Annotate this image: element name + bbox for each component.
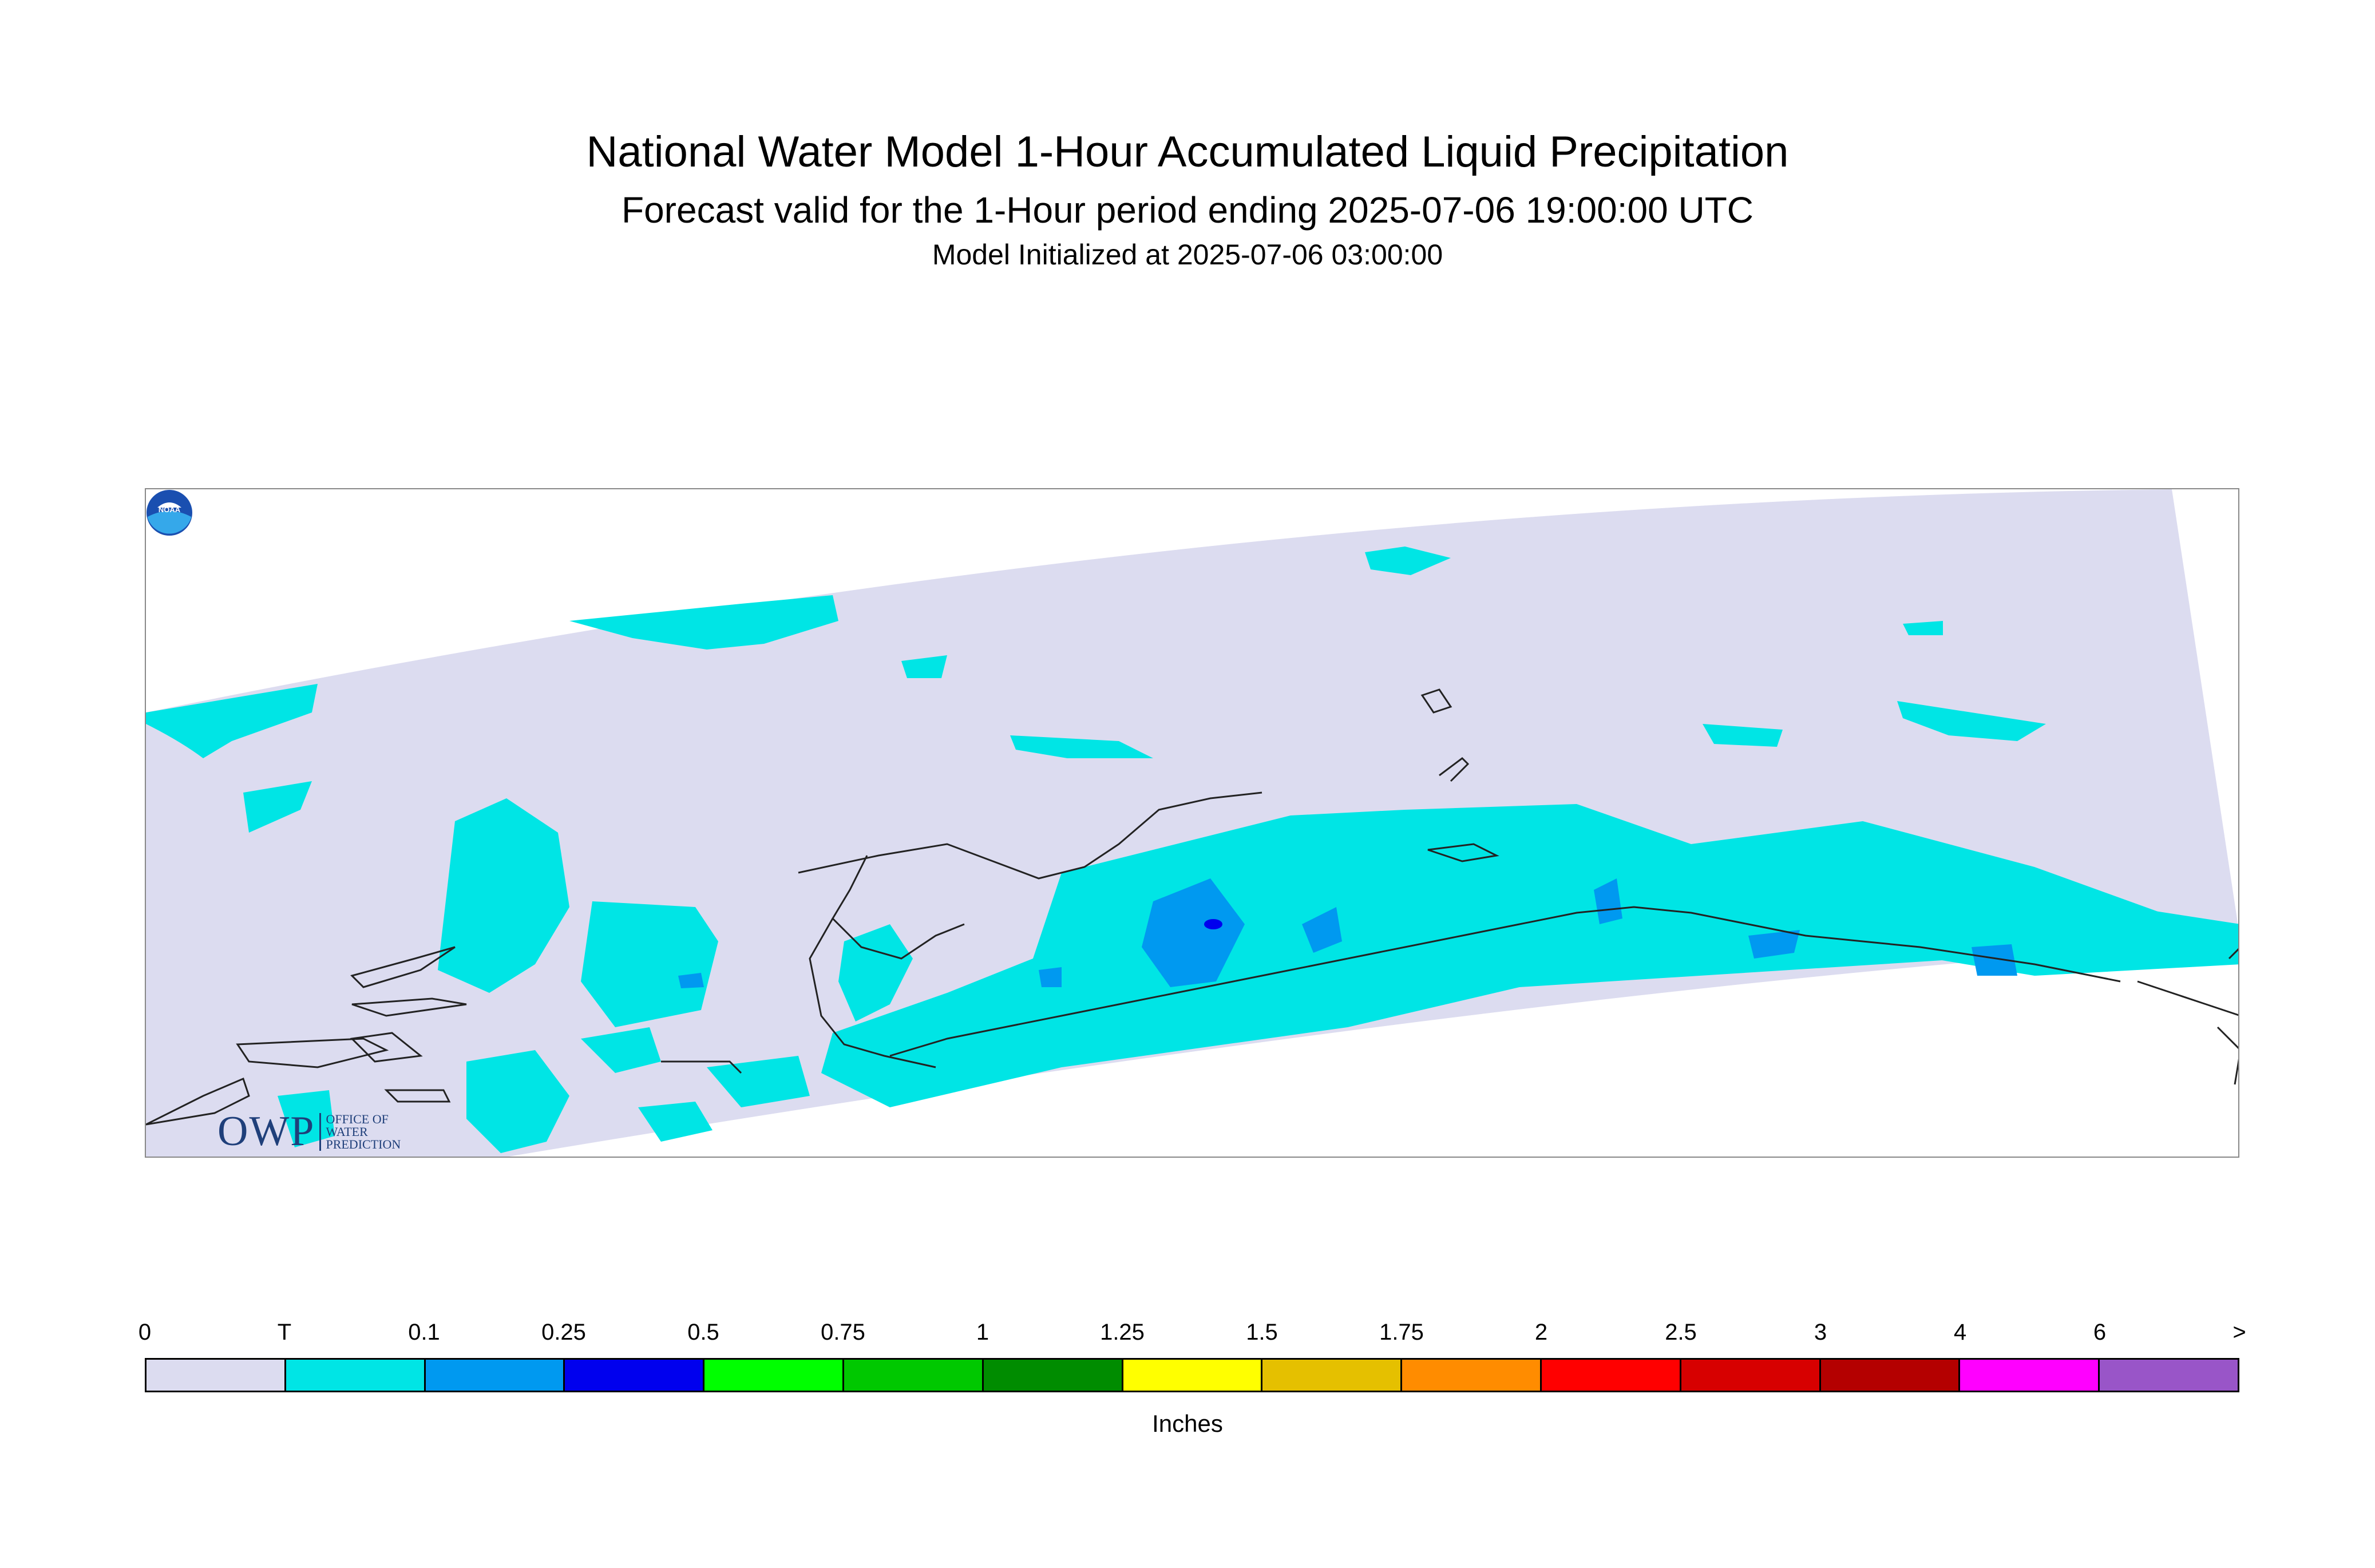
colorbar-units: Inches <box>1152 1410 1223 1437</box>
colorbar-swatch-2 <box>425 1360 565 1391</box>
heavy-precip-areas <box>1204 919 1222 929</box>
colorbar-swatch-3 <box>565 1360 705 1391</box>
map-title: National Water Model 1-Hour Accumulated … <box>586 128 1789 176</box>
colorbar-swatch-9 <box>1402 1360 1542 1391</box>
colorbar-tick-label: 1.75 <box>1379 1320 1424 1345</box>
light-precip-areas <box>678 878 2017 988</box>
map-subtitle: Forecast valid for the 1-Hour period end… <box>621 189 1754 231</box>
colorbar-tick-label: 0.75 <box>821 1320 865 1345</box>
colorbar-tick-label: T <box>277 1320 292 1345</box>
colorbar-tick-label: 0.1 <box>408 1320 440 1345</box>
colorbar-tick-label: 1 <box>976 1320 989 1345</box>
colorbar-tick-label: 3 <box>1814 1320 1827 1345</box>
colorbar-tick-label: 0.25 <box>541 1320 586 1345</box>
colorbar-tick-label: 1.25 <box>1100 1320 1145 1345</box>
owp-logo: OWP OFFICE OF WATER PREDICTION <box>217 1107 401 1155</box>
colorbar-swatch-0 <box>147 1360 286 1391</box>
colorbar-tick-label: 2.5 <box>1665 1320 1697 1345</box>
colorbar-tick-label: 4 <box>1953 1320 1967 1345</box>
trace-precip-areas <box>146 547 2238 1153</box>
owp-logo-text: OFFICE OF WATER PREDICTION <box>319 1112 401 1151</box>
colorbar-tick-label: 0 <box>138 1320 152 1345</box>
colorbar-tick-label: 1.5 <box>1246 1320 1278 1345</box>
colorbar-swatch-11 <box>1681 1360 1821 1391</box>
svg-text:NOAA: NOAA <box>159 505 181 514</box>
colorbar-swatch-13 <box>1960 1360 2100 1391</box>
map-canvas <box>146 489 2238 1157</box>
colorbar <box>145 1358 2239 1392</box>
colorbar-swatch-10 <box>1541 1360 1681 1391</box>
colorbar-tick-label: 0.5 <box>687 1320 719 1345</box>
colorbar-swatch-7 <box>1123 1360 1263 1391</box>
colorbar-swatch-1 <box>286 1360 426 1391</box>
colorbar-swatch-6 <box>983 1360 1123 1391</box>
colorbar-swatch-14 <box>2100 1360 2238 1391</box>
colorbar-tick-label: 2 <box>1534 1320 1548 1345</box>
precipitation-map: OWP OFFICE OF WATER PREDICTION NOAA <box>145 488 2239 1158</box>
colorbar-swatch-4 <box>704 1360 844 1391</box>
owp-logo-mark: OWP <box>217 1108 315 1155</box>
coastline <box>146 688 2238 1126</box>
colorbar-tick-label: > <box>2232 1320 2246 1345</box>
colorbar-swatch-5 <box>844 1360 984 1391</box>
noaa-logo: NOAA <box>147 490 192 536</box>
colorbar-swatch-12 <box>1820 1360 1961 1391</box>
model-init-time: Model Initialized at 2025-07-06 03:00:00 <box>932 239 1443 271</box>
colorbar-tick-label: 6 <box>2093 1320 2107 1345</box>
colorbar-swatch-8 <box>1262 1360 1403 1391</box>
